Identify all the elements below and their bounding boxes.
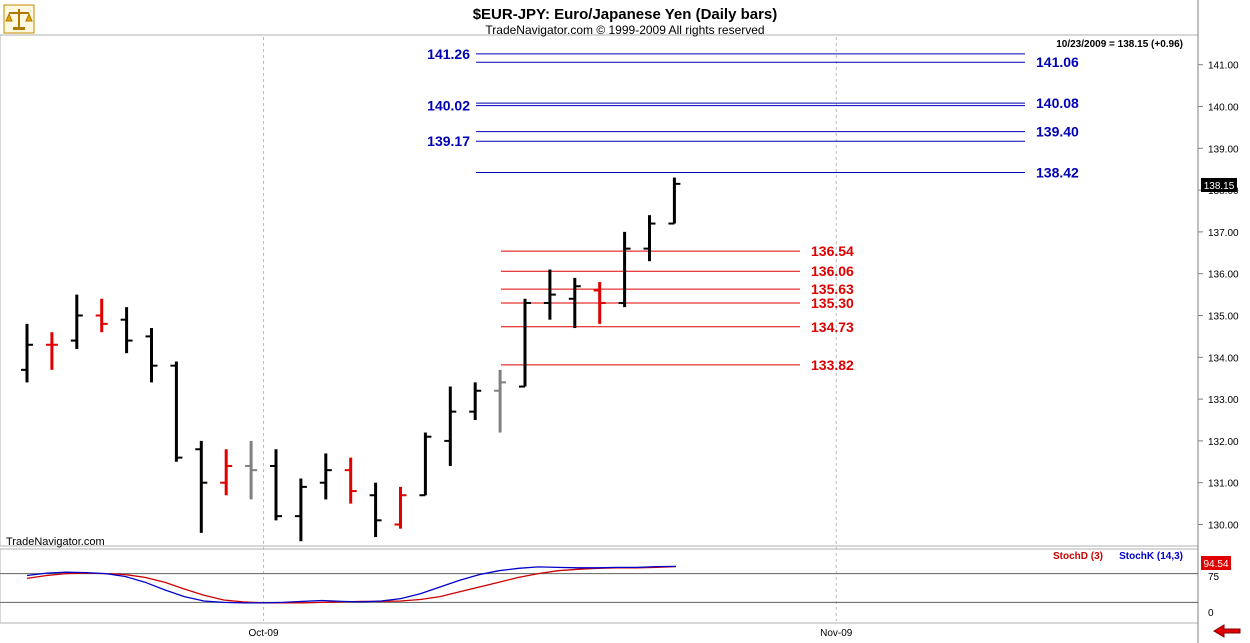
stochk-legend: StochK (14,3): [1119, 551, 1183, 562]
support-label: 136.54: [811, 243, 854, 259]
ohlc-bar: [245, 440, 258, 500]
y-tick-label: 135.00: [1208, 312, 1239, 323]
support-label: 135.30: [811, 295, 854, 311]
last-stoch-label: 94.54: [1203, 559, 1228, 570]
resistance-label: 141.06: [1036, 54, 1079, 70]
ohlc-bar: [519, 298, 531, 388]
vertical-grid: [263, 37, 837, 621]
ohlc-bar: [668, 177, 681, 225]
ohlc-bar: [270, 449, 282, 521]
ohlc-bar: [593, 282, 606, 324]
stoch-y-tick-label: 75: [1208, 572, 1220, 583]
chart-title: $EUR-JPY: Euro/Japanese Yen (Daily bars): [473, 6, 778, 23]
ohlc-bar: [21, 323, 33, 383]
stoch-panel-frame: [0, 548, 1199, 624]
ohlc-bar: [294, 478, 307, 542]
x-tick-label: Nov-09: [820, 628, 853, 639]
y-tick-label: 133.00: [1208, 395, 1239, 406]
x-tick-label: Oct-09: [249, 628, 279, 639]
support-label: 133.82: [811, 357, 854, 373]
ohlc-bar: [120, 307, 133, 354]
resistance-label: 138.42: [1036, 165, 1079, 181]
y-tick-label: 132.00: [1208, 437, 1239, 448]
price-y-axis: 130.00 131.00 132.00 133.00 134.00 135.00 136.…: [1198, 61, 1239, 532]
stoch-series-line: [26, 565, 677, 604]
watermark: TradeNavigator.com: [6, 536, 105, 548]
y-tick-label: 141.00: [1208, 61, 1239, 72]
scales-logo-icon[interactable]: [3, 4, 35, 34]
ohlc-bar: [70, 294, 83, 349]
y-tick-label: 137.00: [1208, 228, 1239, 239]
resistance-label: 139.17: [427, 133, 470, 149]
stochd-legend: StochD (3): [1053, 551, 1103, 562]
support-label: 135.63: [811, 281, 854, 297]
ohlc-bar: [394, 486, 407, 529]
resistance-label: 140.08: [1036, 95, 1079, 111]
ohlc-bar: [145, 328, 158, 383]
resistance-label: 139.40: [1036, 124, 1079, 140]
ohlc-bar: [543, 269, 556, 320]
ohlc-bar: [568, 277, 581, 329]
support-label: 134.73: [811, 319, 854, 335]
y-tick-label: 130.00: [1208, 521, 1239, 532]
support-label: 136.06: [811, 263, 854, 279]
copyright-text: TradeNavigator.com © 1999-2009 All right…: [485, 23, 764, 37]
y-tick-label: 131.00: [1208, 479, 1239, 490]
ohlc-bar: [419, 432, 432, 497]
ohlc-bar: [170, 361, 183, 462]
price-bars: [21, 177, 681, 542]
ohlc-bar: [344, 457, 357, 504]
ohlc-bar: [469, 382, 482, 420]
last-price-box: 138.15: [1201, 178, 1237, 192]
resistance-label: 140.02: [427, 98, 470, 114]
time-x-axis: Oct-09 Nov-09: [249, 628, 853, 639]
y-tick-label: 136.00: [1208, 270, 1239, 281]
ohlc-bar: [45, 332, 58, 370]
ohlc-bar: [494, 369, 507, 433]
last-price-label: 138.15: [1204, 181, 1235, 192]
ohlc-bar: [195, 440, 208, 533]
y-tick-label: 134.00: [1208, 353, 1239, 364]
last-quote: 10/23/2009 = 138.15 (+0.96): [1056, 39, 1183, 50]
scroll-left-arrow-icon[interactable]: [1213, 624, 1241, 638]
y-tick-label: 140.00: [1208, 103, 1239, 114]
ohlc-bar: [95, 298, 108, 333]
resistance-label: 141.26: [427, 46, 470, 62]
stoch-y-tick-label: 0: [1208, 608, 1214, 619]
y-tick-label: 139.00: [1208, 144, 1239, 155]
price-levels: 141.26 141.06 140.08 140.02 139.40 139.17 138.…: [427, 46, 1079, 373]
ohlc-bar: [444, 386, 457, 466]
ohlc-bar: [319, 453, 332, 500]
ohlc-bar: [643, 215, 656, 262]
last-stoch-box: 94.54: [1201, 556, 1231, 570]
ohlc-bar: [618, 231, 631, 308]
ohlc-bar: [220, 449, 233, 496]
stochastic-panel: 75 0: [0, 565, 1220, 619]
ohlc-bar: [369, 482, 382, 538]
